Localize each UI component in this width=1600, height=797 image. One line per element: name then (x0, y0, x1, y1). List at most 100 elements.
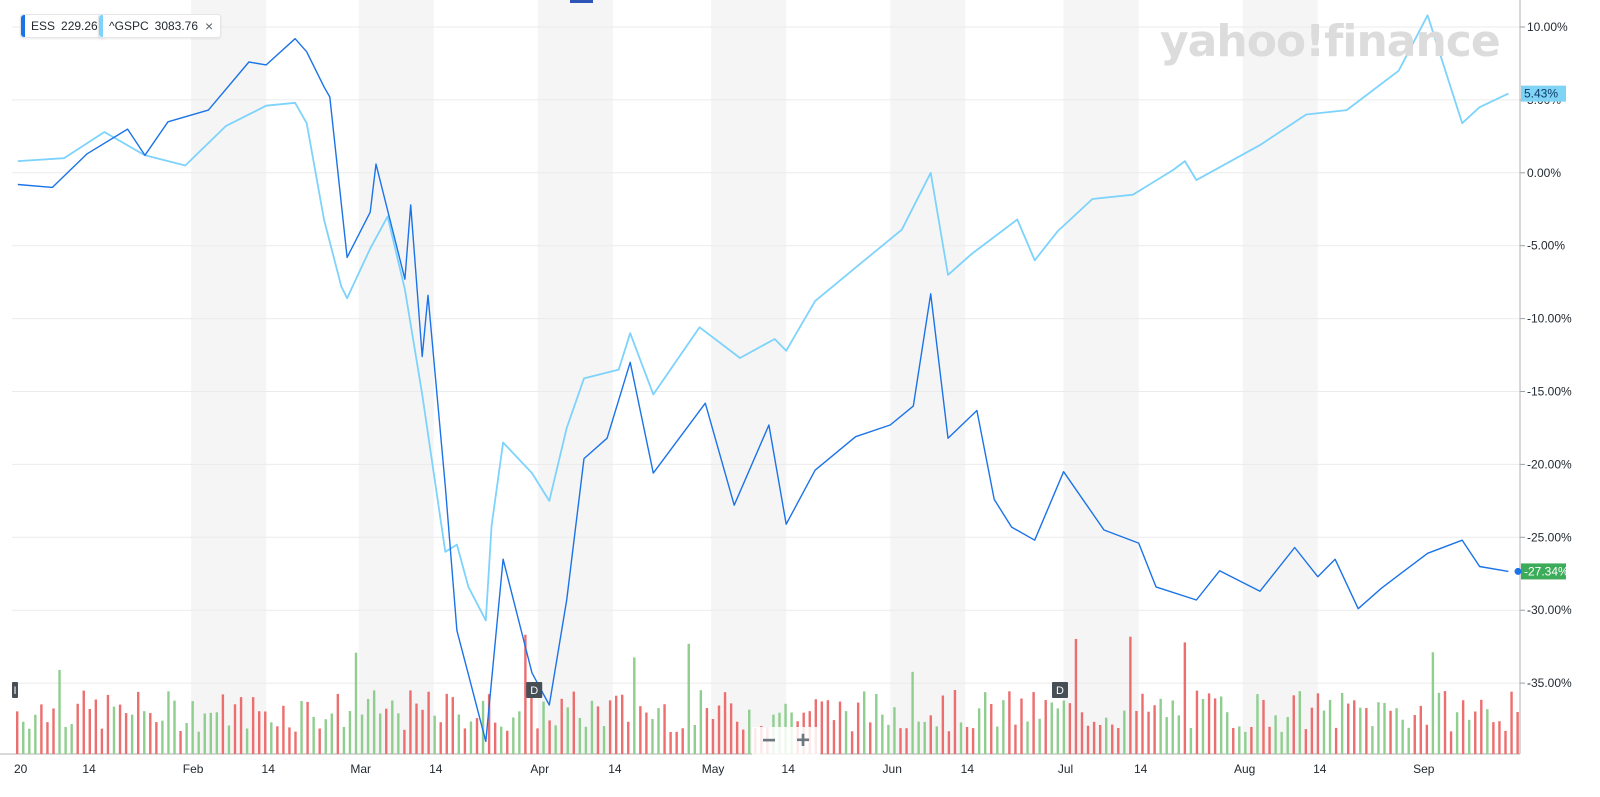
volume-bar (1062, 700, 1066, 754)
volume-bar (1074, 638, 1078, 754)
volume-bar (1056, 708, 1059, 754)
volume-bar (288, 727, 291, 754)
event-marker-label: I (13, 685, 16, 697)
volume-bar (953, 690, 957, 754)
volume-bar (1437, 692, 1441, 754)
volume-bar (427, 691, 430, 754)
volume-bar (64, 726, 67, 754)
volume-bar (294, 731, 297, 754)
volume-bar (596, 706, 600, 754)
volume-bar (742, 729, 745, 754)
remove-comparison-close-icon[interactable]: × (205, 18, 214, 34)
volume-bar (433, 715, 436, 754)
volume-bar (258, 711, 261, 754)
volume-bar (657, 708, 660, 754)
x-tick-label: Feb (183, 762, 204, 776)
x-tick-label: 14 (1134, 762, 1148, 776)
volume-bar (1111, 724, 1114, 754)
volume-bar (379, 713, 382, 754)
volume-bar (1153, 705, 1156, 754)
volume-bar (500, 726, 503, 754)
volume-bar (463, 728, 467, 754)
volume-bar (1419, 705, 1422, 754)
volume-bar (820, 701, 824, 754)
volume-bar (34, 714, 37, 754)
volume-bar (1219, 696, 1223, 754)
volume-bar (221, 694, 225, 754)
volume-bar (881, 714, 884, 754)
volume-bar (530, 692, 533, 754)
volume-bar (1195, 690, 1199, 754)
volume-bar (1322, 710, 1326, 754)
volume-bar (518, 711, 521, 754)
volume-bar (1480, 699, 1483, 754)
volume-bar (1008, 691, 1011, 754)
volume-bar (1492, 722, 1495, 754)
volume-bar (245, 728, 249, 754)
volume-bar (493, 722, 497, 754)
volume-bar (469, 721, 473, 754)
volume-bar (445, 693, 448, 754)
volume-bar (1334, 727, 1338, 754)
volume-bar (282, 705, 285, 754)
volume-bar (1316, 693, 1320, 754)
x-tick-label: Jun (883, 762, 902, 776)
volume-bar (1213, 698, 1217, 754)
volume-bar (82, 690, 85, 754)
volume-bar (935, 726, 938, 754)
volume-bar (1395, 708, 1398, 754)
volume-bar (917, 721, 920, 754)
volume-bar (1365, 708, 1368, 754)
volume-bar (366, 698, 370, 754)
volume-bar (560, 698, 563, 754)
ess-color-swatch (21, 15, 25, 37)
volume-bar (227, 725, 231, 754)
volume-bar (687, 643, 690, 754)
x-tick-label: 14 (961, 762, 975, 776)
volume-bar (899, 728, 902, 754)
volume-bar (832, 720, 836, 754)
y-tick-label: 0.00% (1527, 166, 1561, 180)
volume-bar (1098, 724, 1102, 754)
range-indicator (570, 0, 593, 3)
volume-bar (826, 700, 830, 754)
volume-bar (161, 720, 164, 754)
volume-bar (1486, 709, 1489, 754)
volume-bar (1086, 725, 1090, 754)
volume-bar (318, 728, 321, 754)
volume-bar (705, 708, 709, 754)
volume-bar (1105, 717, 1108, 754)
volume-bar (1201, 698, 1205, 754)
volume-bar (651, 719, 654, 754)
volume-bar (1286, 717, 1289, 754)
volume-bar (1177, 715, 1180, 754)
volume-bar (1232, 727, 1235, 754)
x-tick-label: 20 (14, 762, 28, 776)
month-band (1063, 0, 1139, 754)
volume-bar (1431, 652, 1435, 754)
volume-bar (929, 715, 932, 754)
volume-bar (965, 726, 969, 754)
zoom-out-button[interactable]: − (761, 727, 776, 754)
volume-bar (415, 703, 418, 754)
volume-bar (385, 708, 388, 754)
volume-bar (481, 700, 485, 754)
volume-bar (844, 711, 848, 754)
volume-bar (959, 722, 963, 754)
volume-bar (572, 691, 575, 754)
volume-bar (633, 657, 636, 754)
yahoo-finance-watermark-logo: yahoo!finance (1160, 16, 1501, 67)
month-band (890, 0, 966, 754)
volume-bar (990, 704, 993, 754)
volume-bar (1268, 726, 1271, 754)
volume-bar (1401, 719, 1404, 754)
legend-gspc[interactable]: ^GSPC 3083.76 × (98, 14, 222, 38)
volume-bar (324, 719, 327, 754)
zoom-in-button[interactable]: + (795, 727, 810, 754)
volume-bar (856, 702, 860, 754)
volume-bar (1359, 707, 1362, 754)
legend-ess[interactable]: ESS 229.26 (20, 14, 106, 38)
volume-bar (130, 714, 134, 754)
volume-bar (1226, 712, 1229, 754)
